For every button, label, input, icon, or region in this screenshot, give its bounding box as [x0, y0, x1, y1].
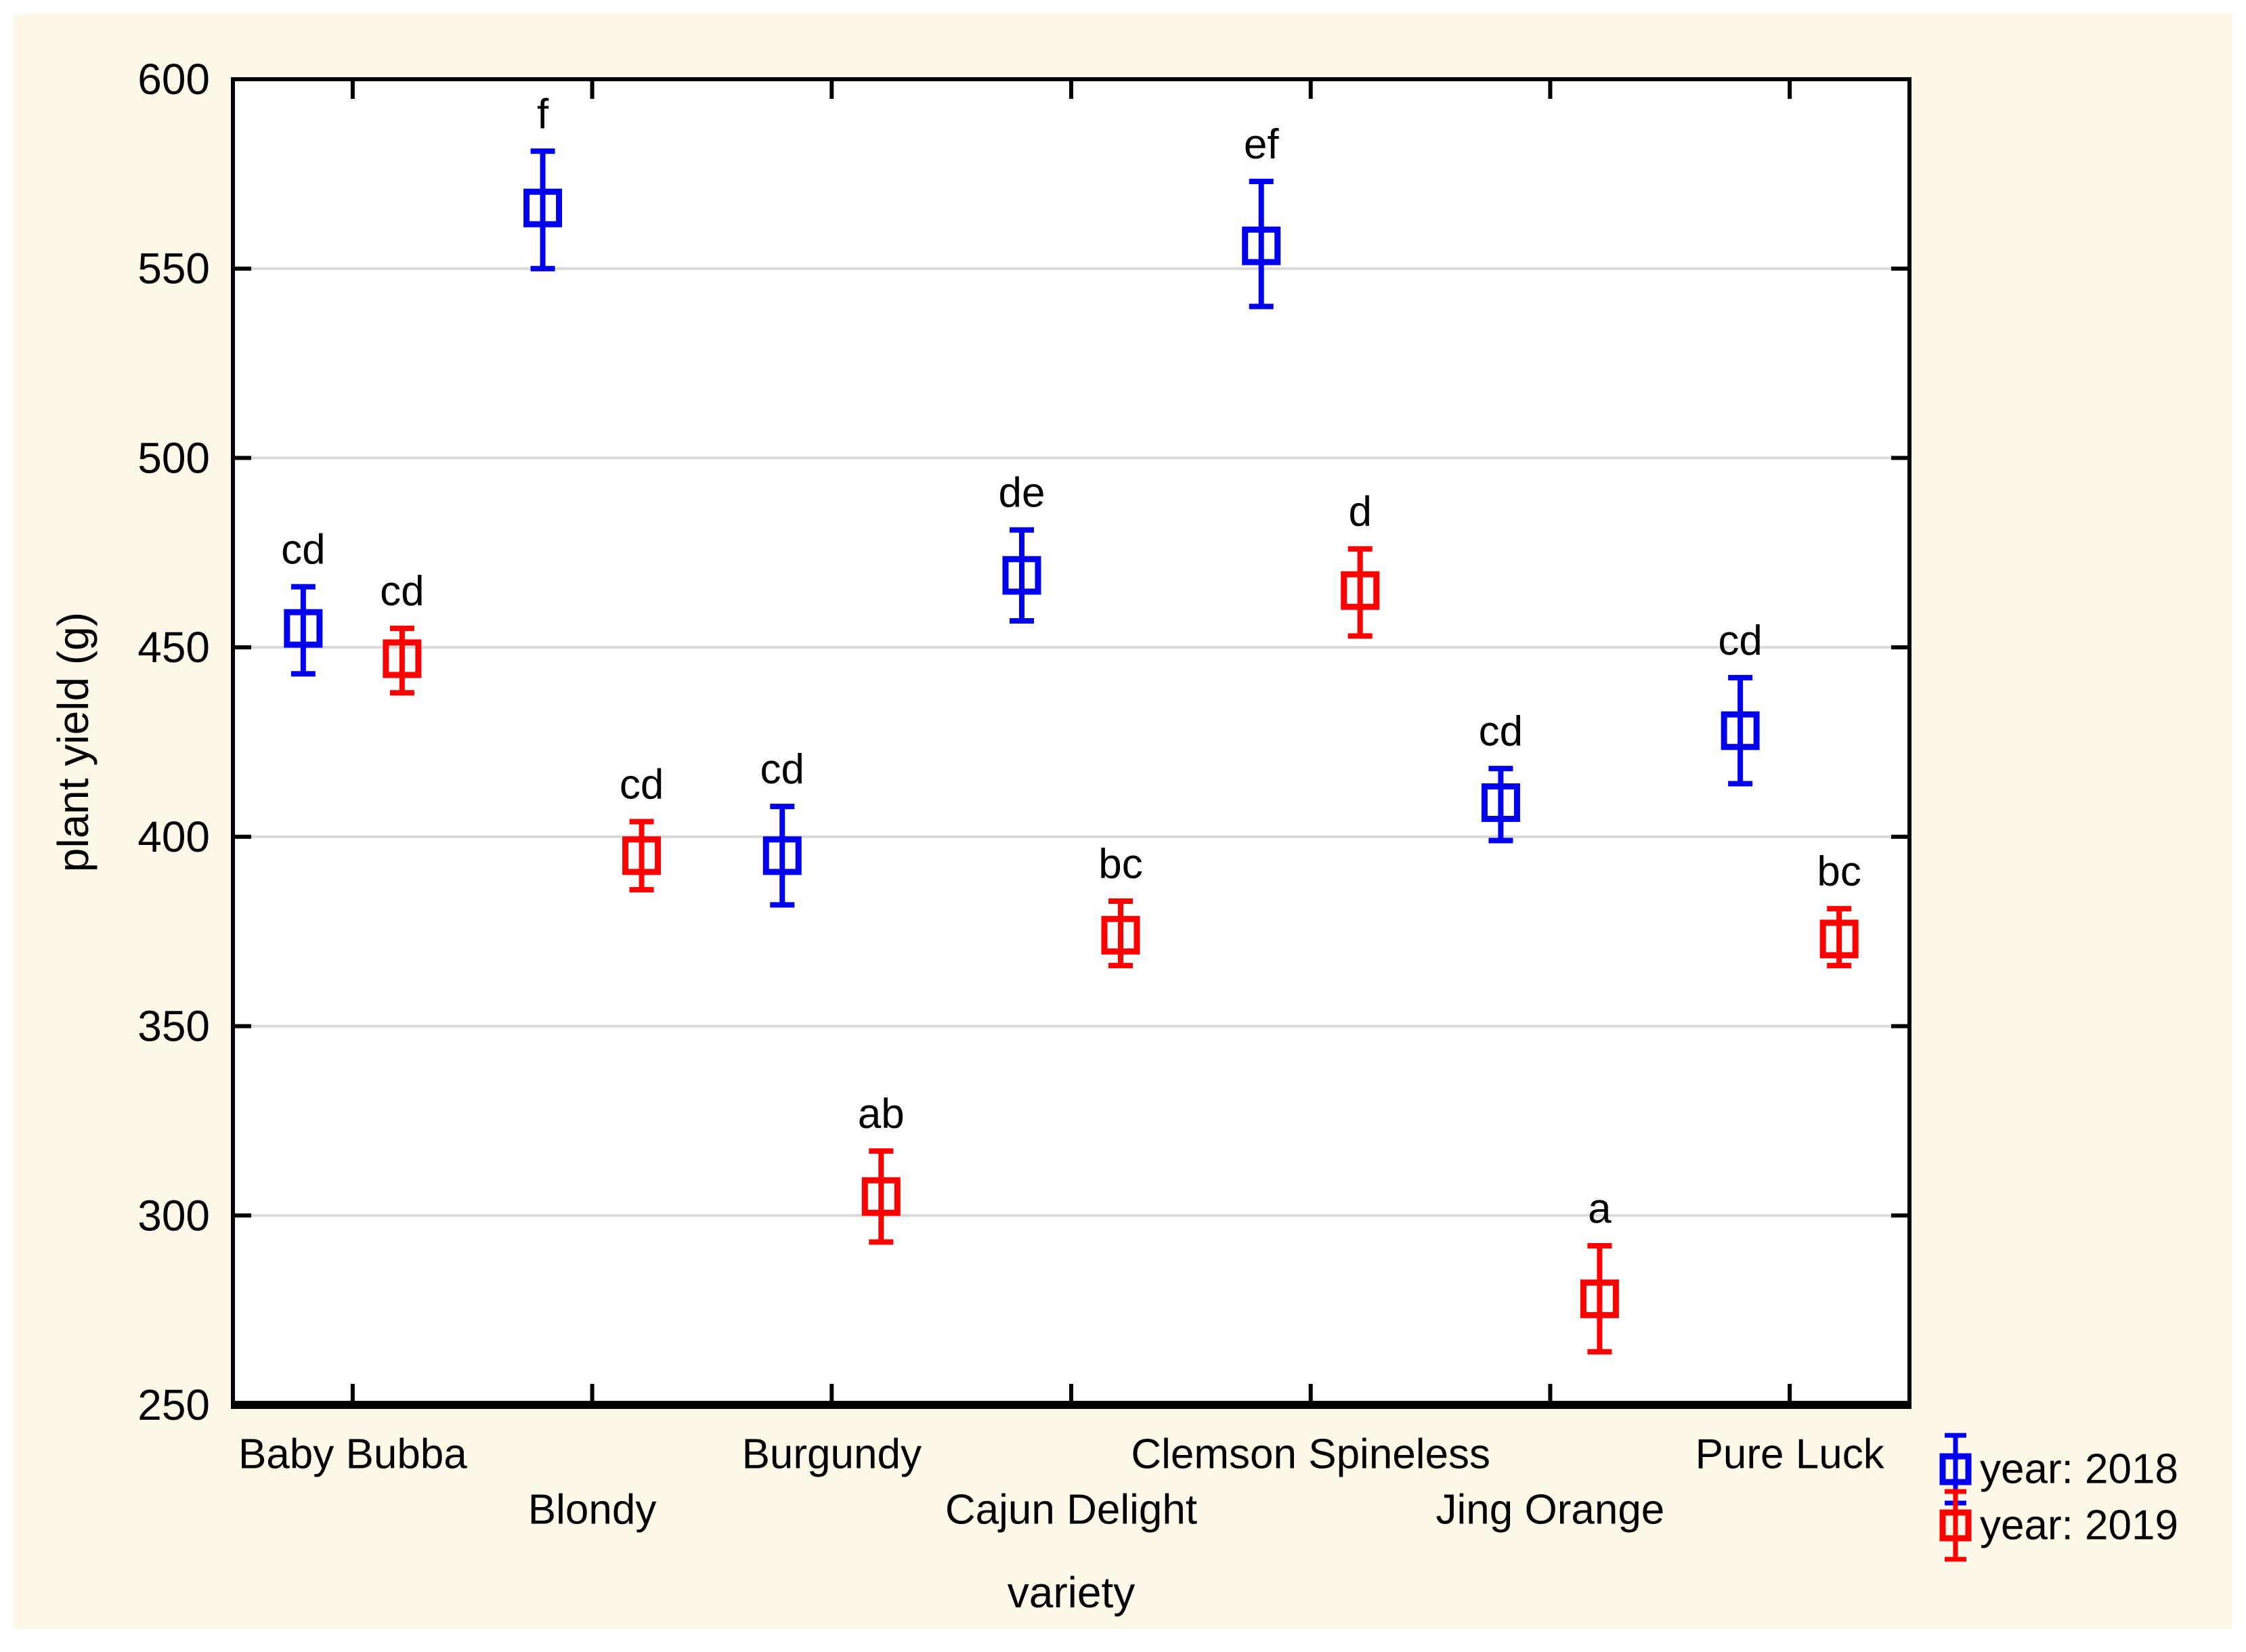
significance-letter: d [1348, 489, 1371, 536]
x-category-label: Clemson Spineless [1131, 1431, 1490, 1478]
data-point [1101, 898, 1140, 969]
significance-letter: bc [1098, 841, 1142, 888]
significance-letter: cd [1718, 617, 1762, 664]
x-category-label: Pure Luck [1696, 1431, 1885, 1478]
x-category-label: Baby Bubba [238, 1431, 467, 1478]
mean-square-marker [1939, 1453, 1972, 1485]
plot-area [233, 79, 1909, 1405]
x-category-label: Jing Orange [1436, 1487, 1665, 1534]
y-tick-label: 250 [137, 1381, 210, 1429]
mean-square-marker [861, 1177, 901, 1216]
legend-item: year: 2019 [1939, 1489, 2178, 1562]
mean-square-marker [762, 836, 802, 875]
legend-label: year: 2018 [1980, 1446, 2178, 1493]
significance-letter: ab [858, 1091, 905, 1137]
mean-square-marker [1580, 1279, 1619, 1318]
legend: year: 2018 year: 2019 [1939, 1433, 2178, 1562]
significance-letter: bc [1817, 848, 1861, 895]
data-point [622, 819, 662, 893]
x-category-labels: Baby Bubba Blondy Burgundy Cajun Delight Cle… [238, 1431, 1885, 1534]
mean-square-marker [1939, 1509, 1972, 1542]
y-tick-label: 450 [137, 623, 210, 672]
data-point [523, 148, 563, 271]
mean-square-marker [1242, 226, 1281, 265]
mean-square-marker [622, 836, 662, 875]
x-category-label: Cajun Delight [945, 1487, 1197, 1534]
y-tick-label: 550 [137, 244, 210, 293]
mean-square-marker [523, 188, 563, 227]
significance-letter: de [999, 470, 1045, 517]
legend-marker-icon [1939, 1489, 1972, 1562]
mean-square-marker [1819, 919, 1859, 959]
series-year--2019: cd cd ab bc d a bc [380, 489, 1861, 1355]
tick-marks [235, 77, 1907, 1407]
significance-letter: cd [281, 527, 325, 573]
gridlines [236, 267, 1907, 1217]
series-year--2018: cd f cd de ef cd cd [281, 91, 1763, 908]
significance-letter: f [537, 91, 549, 137]
y-axis-title: plant yield (g) [49, 612, 98, 872]
significance-letter: cd [760, 746, 804, 793]
x-axis-title: variety [1008, 1568, 1136, 1617]
mean-square-marker [1481, 783, 1520, 823]
mean-square-marker [1002, 556, 1041, 595]
y-tick-label: 600 [137, 55, 210, 104]
significance-letter: ef [1244, 121, 1279, 168]
significance-letter: a [1588, 1186, 1612, 1232]
data-point [762, 804, 802, 908]
y-tick-label: 300 [137, 1191, 210, 1240]
legend-item: year: 2018 [1939, 1433, 2178, 1506]
data-point [1481, 766, 1520, 844]
data-point [383, 626, 422, 696]
data-point [284, 584, 323, 677]
mean-square-marker [383, 639, 422, 678]
data-point [1002, 527, 1041, 624]
significance-letter: cd [1479, 708, 1523, 755]
legend-label: year: 2019 [1980, 1502, 2178, 1549]
data-point [861, 1148, 901, 1245]
mean-square-marker [1101, 915, 1140, 955]
y-tick-label: 350 [137, 1002, 210, 1051]
x-category-label: Burgundy [742, 1431, 922, 1478]
mean-square-marker [1721, 711, 1760, 750]
y-tick-label: 400 [137, 812, 210, 861]
data-point [1819, 906, 1859, 969]
significance-letter: cd [380, 568, 424, 615]
data-point [1242, 179, 1281, 309]
y-tick-labels: 600 550 500 450 400 350 300 250 [137, 55, 210, 1429]
significance-letter: cd [620, 761, 664, 808]
data-point [1580, 1243, 1619, 1355]
data-point [1341, 546, 1380, 639]
y-tick-label: 500 [137, 433, 210, 482]
x-category-label: Blondy [528, 1487, 657, 1534]
mean-square-marker [1341, 571, 1380, 610]
mean-square-marker [284, 609, 323, 648]
data-point [1721, 674, 1760, 787]
